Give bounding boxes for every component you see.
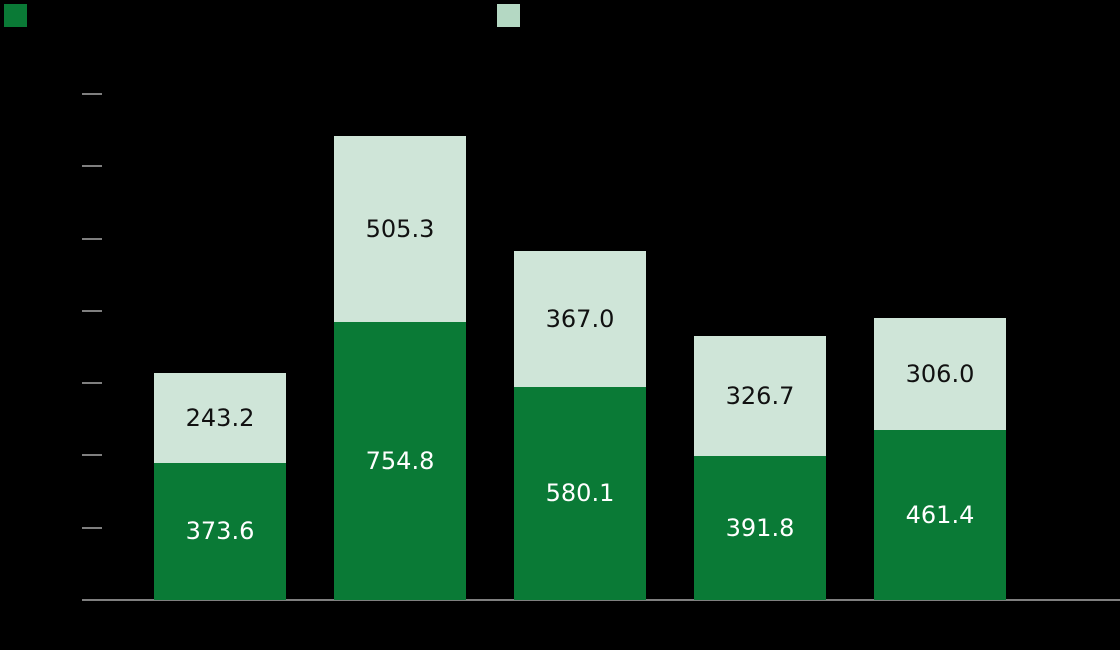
bar-segment: 367.0 (514, 251, 646, 387)
bar-segment: 243.2 (154, 373, 286, 463)
y-tick (82, 309, 102, 312)
bar-segment: 306.0 (874, 317, 1006, 431)
legend-swatch-series-2 (497, 4, 520, 27)
data-label: 505.3 (365, 215, 435, 244)
y-tick (82, 237, 102, 240)
bar-segment: 373.6 (154, 462, 286, 600)
bar-segment: 326.7 (694, 335, 826, 456)
bar-segment: 391.8 (694, 455, 826, 600)
data-label: 373.6 (185, 517, 255, 546)
x-axis-line (82, 599, 1120, 601)
y-tick (82, 454, 102, 457)
y-tick (82, 165, 102, 168)
data-label: 754.8 (365, 447, 435, 476)
data-label: 461.4 (905, 501, 975, 530)
y-tick (82, 92, 102, 95)
bar-segment: 754.8 (334, 322, 466, 600)
bar-segment: 505.3 (334, 136, 466, 323)
bar-segment: 461.4 (874, 430, 1006, 600)
bar-segment: 580.1 (514, 386, 646, 600)
data-label: 306.0 (905, 359, 975, 388)
data-label: 326.7 (725, 381, 795, 410)
data-label: 367.0 (545, 304, 615, 333)
data-label: 391.8 (725, 513, 795, 542)
y-tick (82, 382, 102, 385)
data-label: 580.1 (545, 479, 615, 508)
y-tick (82, 526, 102, 529)
data-label: 243.2 (185, 403, 255, 432)
legend-swatch-series-1 (4, 4, 27, 27)
